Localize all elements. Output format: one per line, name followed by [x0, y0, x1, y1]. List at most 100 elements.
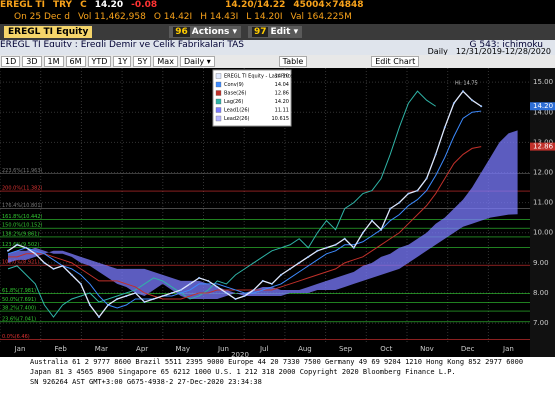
price-point	[270, 282, 273, 285]
y-tick-label: 8.00	[533, 289, 549, 297]
price-point	[480, 105, 483, 108]
price-point	[161, 294, 164, 297]
x-tick-label: Oct	[380, 345, 392, 353]
price-point	[416, 189, 419, 192]
range-button[interactable]: 5Y	[133, 56, 152, 67]
open: O 14.42I	[153, 12, 193, 22]
price-point	[316, 249, 319, 252]
range-button[interactable]: 6M	[65, 56, 86, 67]
y-tick-label: 14.00	[533, 108, 553, 116]
price-point	[225, 291, 228, 294]
price-point	[307, 255, 310, 258]
price-point	[343, 237, 346, 240]
price-point	[389, 207, 392, 210]
stats-bar: On 25 Dec d Vol 11,462,958 O 14.42I H 14.43…	[0, 12, 555, 24]
fib-label: 138.2%(9.861)	[2, 231, 39, 237]
legend-label: Lead2(26)	[224, 116, 250, 122]
price-point	[325, 246, 328, 249]
button-group: 1D 3D 1M 6M YTD 1Y 5Y Max Daily ▾	[0, 56, 216, 67]
range-buttons: 1D 3D 1M 6M YTD 1Y 5Y Max Daily ▾ Table Edit Cha…	[0, 55, 555, 68]
price-tag-label: 14.20	[533, 102, 553, 110]
price-point	[252, 288, 255, 291]
range-button[interactable]: 1M	[43, 56, 64, 67]
x-tick-label: Mar	[95, 345, 108, 353]
fib-label: 223.6%(11.963)	[2, 168, 43, 174]
range-button[interactable]: YTD	[87, 56, 112, 67]
footer-line: Japan 81 3 4565 8900 Singapore 65 6212 1…	[30, 368, 456, 376]
price-point	[334, 243, 337, 246]
y-tick-label: 13.00	[533, 138, 553, 146]
toolbar: EREGL TI Equity 96 Actions ▾ 97 Edit ▾	[0, 24, 555, 40]
date: On 25 Dec d	[14, 12, 70, 22]
price-point	[70, 273, 73, 276]
legend-value: 14.20	[275, 99, 289, 105]
actions-label: Actions ▾	[191, 27, 238, 37]
price-point	[179, 288, 182, 291]
table-button[interactable]: Table	[278, 56, 308, 67]
range-button[interactable]: Max	[153, 56, 178, 67]
fib-label: 161.8%(10.442)	[2, 214, 43, 220]
price-point	[371, 219, 373, 222]
fib-label: 38.2%(7.400)	[2, 306, 36, 312]
low: L 14.20I	[246, 12, 283, 22]
series-line	[8, 146, 482, 300]
range-button[interactable]: 1D	[1, 56, 21, 67]
legend-swatch	[215, 73, 222, 79]
edit-button[interactable]: 97 Edit ▾	[247, 26, 303, 38]
y-tick-label: 12.00	[533, 169, 553, 177]
price-point	[398, 201, 401, 204]
axis-panel	[530, 68, 555, 357]
legend-swatch	[215, 115, 222, 122]
bid-ask: 14.20/14.22	[225, 0, 286, 10]
hi-annotation: Hi: 14.75	[455, 81, 478, 87]
template: G 543: ichimoku	[469, 40, 543, 50]
y-tick-label: 11.00	[533, 199, 553, 207]
value: Val 164.225M	[290, 12, 352, 22]
fib-label: 100.0%(8.921)	[2, 260, 39, 266]
x-tick-label: Apr	[136, 345, 148, 353]
price-point	[471, 99, 474, 102]
x-tick-label: Dec	[461, 345, 475, 353]
chart: Jan Feb Mar Apr May Jun Jul Aug Sep Oct Nov Dec Jan 2…	[0, 68, 555, 357]
price-point	[107, 304, 110, 307]
actions-code: 96	[173, 27, 190, 37]
price-point	[52, 267, 55, 270]
price-point	[434, 153, 437, 156]
price-point	[425, 177, 428, 180]
price-point	[34, 252, 37, 255]
edit-chart-button[interactable]: Edit Chart	[371, 56, 420, 67]
fib-label: 0.0%(6.46)	[2, 334, 30, 340]
legend-label: Lead1(26)	[224, 108, 250, 114]
actions-button[interactable]: 96 Actions ▾	[169, 26, 242, 38]
legend-value: 10.615	[272, 116, 290, 122]
price-tag	[530, 142, 555, 151]
price-point	[352, 246, 355, 249]
footer: Australia 61 2 9777 8600 Brazil 5511 239…	[0, 357, 555, 400]
legend-swatch	[215, 98, 222, 105]
volume: Vol 11,462,958	[77, 12, 146, 22]
legend-value: 11.11	[275, 108, 289, 114]
security-input[interactable]: EREGL TI Equity	[4, 26, 93, 38]
price-point	[16, 243, 19, 246]
range-button[interactable]: 1Y	[113, 56, 132, 67]
price-point	[143, 300, 146, 303]
currency: TRY	[52, 0, 73, 10]
price-point	[216, 285, 219, 288]
range-button[interactable]: Daily ▾	[179, 56, 215, 67]
price-point	[170, 291, 173, 294]
edit-label: Edit ▾	[270, 27, 299, 37]
legend-box	[212, 69, 292, 127]
legend-label: Base(26)	[224, 91, 246, 97]
legend-swatch	[215, 81, 222, 88]
price-point	[134, 291, 137, 294]
legend-label: Lag(26)	[224, 99, 243, 105]
price-point	[280, 273, 282, 276]
price-point	[261, 279, 264, 282]
range-button[interactable]: 3D	[22, 56, 42, 67]
last: 14.20	[94, 0, 124, 10]
security-name: EREGL TI Equity : Eregli Demir ve Celik …	[0, 40, 245, 50]
x-tick-label: Jun	[217, 345, 229, 353]
y-tick-label: 9.00	[533, 259, 549, 267]
high: H 14.43I	[200, 12, 239, 22]
